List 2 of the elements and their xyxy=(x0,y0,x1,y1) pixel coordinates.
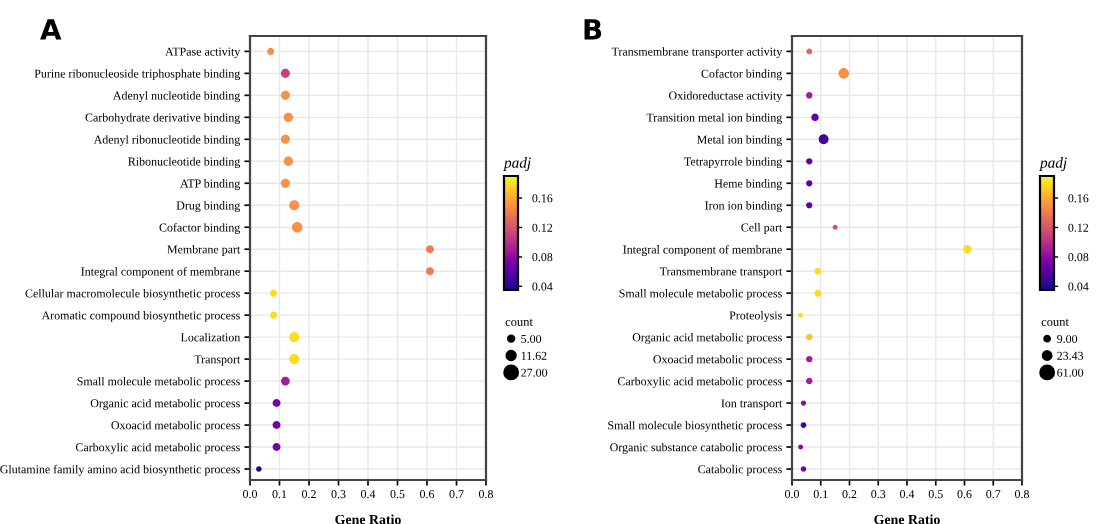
chart-title: B xyxy=(584,19,602,40)
chart-title: A xyxy=(40,19,62,40)
